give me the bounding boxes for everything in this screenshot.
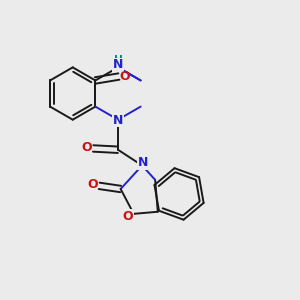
Text: N: N	[138, 156, 148, 169]
Text: H: H	[114, 55, 122, 65]
Text: N: N	[113, 114, 123, 127]
Text: O: O	[87, 178, 98, 191]
Text: N: N	[113, 58, 123, 71]
Text: O: O	[119, 70, 130, 83]
Text: O: O	[122, 210, 133, 223]
Text: O: O	[81, 141, 92, 154]
